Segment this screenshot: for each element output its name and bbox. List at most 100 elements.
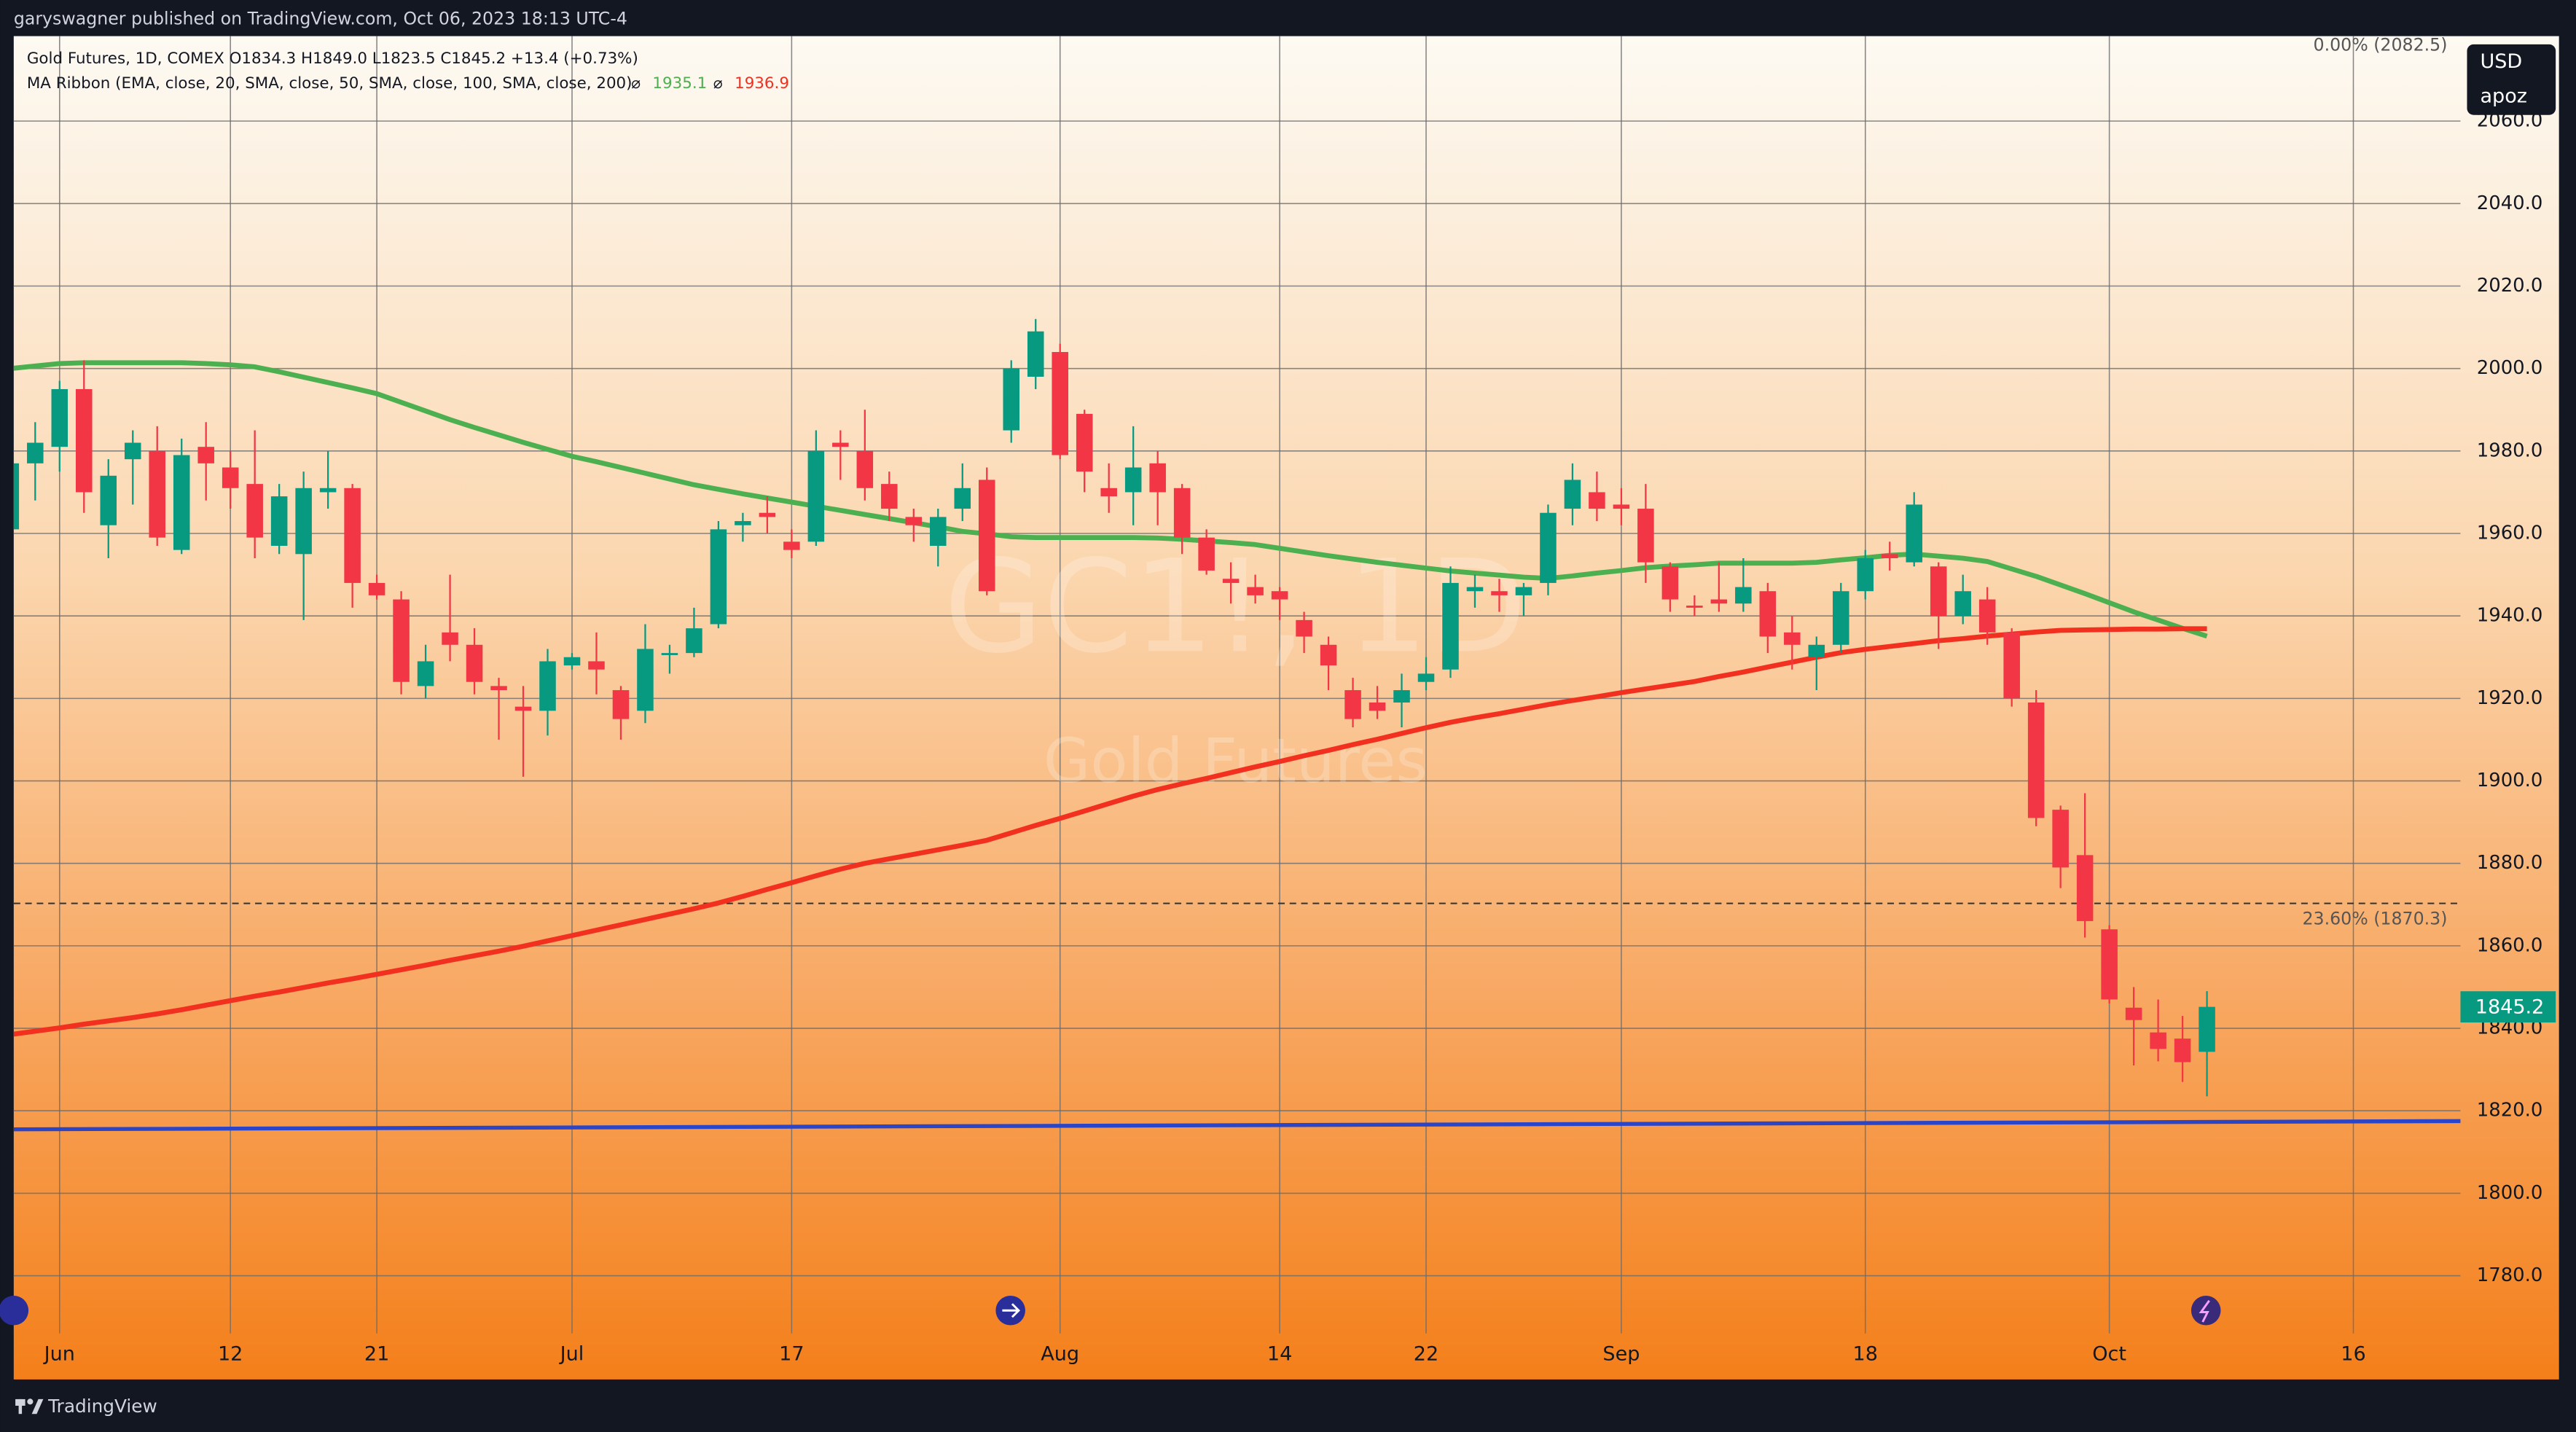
candle-body: [124, 442, 141, 460]
y-tick-label: 1880.0: [2477, 852, 2543, 874]
candle-body: [197, 447, 214, 463]
candle-body: [930, 517, 947, 546]
candle-body: [1978, 599, 1996, 633]
header: garyswagner published on TradingView.com…: [14, 9, 627, 29]
x-tick-label: 16: [2341, 1343, 2365, 1366]
event-icon: [2191, 1295, 2221, 1326]
event-icon: [995, 1295, 1025, 1326]
watermark-name: Gold Futures: [1044, 726, 1428, 797]
watermark-symbol: GC1!, 1D: [944, 533, 1527, 681]
y-tick-label: 2040.0: [2477, 192, 2543, 214]
ma-value: 1935.1: [652, 74, 707, 93]
currency-box[interactable]: [2467, 44, 2556, 115]
candle-body: [2027, 703, 2045, 818]
x-tick-label: 12: [218, 1343, 243, 1366]
ma-symbol: ⌀: [713, 74, 723, 93]
y-tick-label: 1900.0: [2477, 770, 2543, 791]
candle-body: [1296, 619, 1312, 637]
candle-body: [2125, 1007, 2142, 1020]
x-tick-label: 22: [1414, 1343, 1438, 1366]
candle-body: [2150, 1032, 2166, 1049]
candle-body: [832, 442, 849, 447]
candle-body: [783, 541, 800, 550]
candle-body: [1100, 488, 1117, 497]
candle-body: [637, 649, 654, 711]
last-price-label: 1845.2: [2475, 995, 2545, 1018]
candle-body: [344, 488, 361, 583]
y-tick-label: 1860.0: [2477, 934, 2543, 956]
candle-body: [1906, 504, 1922, 563]
fib-label: 0.00% (2082.5): [2314, 35, 2448, 55]
y-tick-label: 1780.0: [2477, 1264, 2543, 1286]
y-tick-label: 1920.0: [2477, 687, 2543, 709]
plot: [13, 318, 2461, 1132]
candle-body: [1637, 509, 1654, 563]
ma-line: [13, 360, 2208, 639]
candle-body: [2052, 810, 2069, 868]
candle-body: [588, 661, 605, 670]
x-tick-label: 18: [1853, 1343, 1878, 1366]
candle-body: [442, 632, 458, 645]
candle-body: [905, 517, 923, 525]
candle-body: [1710, 599, 1728, 604]
candle-body: [51, 388, 68, 447]
candle-body: [1491, 591, 1508, 595]
x-tick-label: 14: [1267, 1343, 1292, 1366]
candle-body: [1564, 480, 1581, 509]
candle-body: [1198, 537, 1215, 571]
candle-body: [270, 496, 288, 546]
candle-body: [1857, 557, 1874, 592]
candle-body: [514, 706, 532, 711]
chart-background: [13, 36, 2559, 1380]
candle-body: [2199, 1006, 2215, 1052]
unit-label[interactable]: apoz: [2480, 85, 2526, 107]
candle-body: [856, 450, 874, 488]
candle-body: [1003, 368, 1020, 431]
y-tick-label: 1980.0: [2477, 439, 2543, 461]
ma-title: MA Ribbon (EMA, close, 20, SMA, close, 5…: [27, 74, 633, 93]
candle-body: [1735, 587, 1752, 604]
candle-body: [1589, 492, 1605, 509]
axes: 1780.01800.01820.01840.01860.01880.01900…: [43, 35, 2556, 1366]
candle-body: [490, 686, 507, 691]
candle-body: [978, 480, 995, 592]
ma-symbol: ⌀: [631, 74, 641, 93]
candle-body: [368, 582, 385, 595]
y-tick-label: 1820.0: [2477, 1100, 2543, 1122]
last-price-tag: [2460, 991, 2556, 1023]
candle-body: [1247, 587, 1264, 595]
fib-label: 23.60% (1870.3): [2302, 909, 2447, 929]
candle-body: [1759, 591, 1777, 637]
candle-body: [1393, 690, 1410, 703]
currency[interactable]: USD: [2480, 50, 2522, 73]
candle-body: [759, 512, 776, 517]
candle-body: [13, 463, 20, 530]
candle-body: [295, 488, 312, 555]
y-tick-label: 1800.0: [2477, 1182, 2543, 1204]
event-icon: [0, 1295, 29, 1326]
candle-body: [1930, 566, 1947, 617]
x-tick-label: Jul: [559, 1343, 584, 1366]
candle-body: [1613, 504, 1630, 509]
candle-body: [1661, 566, 1679, 600]
candle-body: [881, 484, 898, 509]
candle-body: [1808, 644, 1825, 657]
candle-body: [1222, 579, 1240, 583]
y-tick-label: 1960.0: [2477, 523, 2543, 544]
candle-body: [686, 628, 702, 654]
trend-line: [13, 1119, 2461, 1132]
ma-value: 1936.9: [735, 74, 789, 93]
legend-title: Gold Futures, 1D, COMEX O1834.3 H1849.0 …: [27, 50, 638, 68]
candle-body: [1124, 467, 1142, 493]
candle-body: [1515, 587, 1532, 595]
candle-body: [1149, 463, 1166, 493]
x-tick-label: Oct: [2092, 1343, 2126, 1366]
candle-body: [222, 467, 239, 488]
candle-body: [2076, 855, 2094, 921]
candle-body: [1881, 554, 1898, 558]
candle-body: [1540, 512, 1557, 583]
candle-body: [393, 599, 410, 682]
candle-body: [1833, 591, 1849, 645]
x-tick-label: Sep: [1602, 1343, 1640, 1366]
